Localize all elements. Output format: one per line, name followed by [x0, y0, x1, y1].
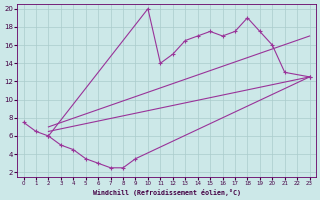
- X-axis label: Windchill (Refroidissement éolien,°C): Windchill (Refroidissement éolien,°C): [92, 189, 241, 196]
